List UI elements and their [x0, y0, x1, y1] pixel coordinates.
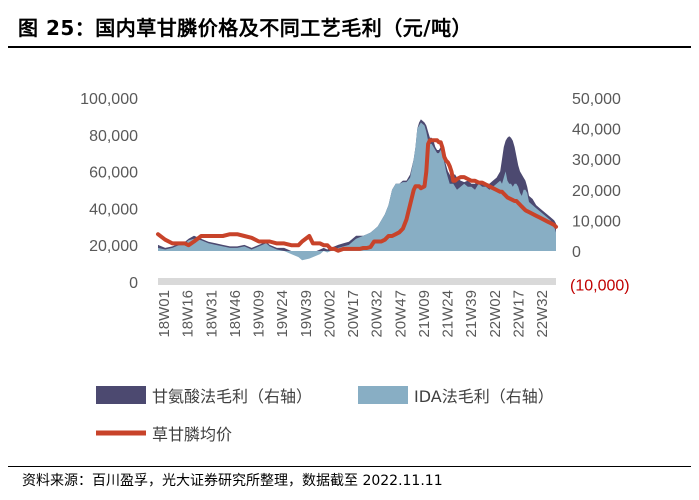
x-axis-tick: 18W46 [227, 290, 244, 338]
x-axis-tick: 19W09 [251, 290, 268, 338]
x-axis-tick: 18W31 [203, 290, 220, 338]
figure-title: 图 25：国内草甘膦价格及不同工艺毛利（元/吨） [18, 16, 473, 40]
x-axis-tick: 18W16 [180, 290, 197, 338]
ida-margin-area [158, 122, 556, 261]
left-axis-tick: 80,000 [89, 128, 138, 145]
right-axis-tick: 40,000 [572, 122, 621, 139]
x-axis-tick: 20W47 [392, 290, 409, 338]
x-axis-tick: 22W32 [534, 290, 551, 338]
right-axis-tick: 10,000 [572, 213, 621, 230]
price-line [156, 138, 558, 253]
x-axis-tick: 21W24 [440, 290, 457, 338]
right-axis-tick: (10,000) [570, 278, 630, 295]
chart: 0 20,000 40,000 60,000 80,000 100,000 (10,000… [80, 91, 630, 444]
legend-price-label: 草甘膦均价 [152, 425, 232, 444]
zero-baseline-band [158, 278, 556, 285]
left-axis-tick: 0 [129, 275, 138, 292]
legend-price: 草甘膦均价 [96, 425, 232, 444]
right-axis-tick: 0 [572, 244, 581, 261]
x-axis-tick: 20W02 [321, 290, 338, 338]
x-axis-tick: 19W39 [298, 290, 315, 338]
left-axis-tick: 40,000 [89, 201, 138, 218]
title-underline [8, 46, 691, 48]
source-note: 资料来源：百川盈孚，光大证券研究所整理，数据截至 2022.11.11 [22, 473, 443, 489]
left-axis-tick: 100,000 [80, 91, 138, 108]
legend-ida-swatch [358, 386, 408, 404]
left-axis-tick: 60,000 [89, 165, 138, 182]
x-axis-tick: 22W02 [487, 290, 504, 338]
right-axis-tick: 20,000 [572, 183, 621, 200]
legend-glycine-swatch [96, 386, 146, 404]
x-axis-tick: 19W24 [274, 290, 291, 338]
legend-glycine: 甘氨酸法毛利（右轴） [96, 386, 312, 406]
right-axis-tick: 50,000 [572, 91, 621, 108]
right-axis-tick: 30,000 [572, 152, 621, 169]
x-axis-tick: 21W39 [463, 290, 480, 338]
x-axis-tick: 21W09 [416, 290, 433, 338]
left-axis-tick: 20,000 [89, 238, 138, 255]
x-axis-tick: 20W17 [345, 290, 362, 338]
legend-glycine-label: 甘氨酸法毛利（右轴） [152, 387, 312, 406]
x-axis-tick: 18W01 [156, 290, 173, 338]
legend-ida: IDA法毛利（右轴） [358, 386, 554, 406]
x-axis-tick: 20W32 [369, 290, 386, 338]
legend-ida-label: IDA法毛利（右轴） [414, 387, 554, 406]
footer-rule [8, 466, 691, 467]
x-axis-tick: 22W17 [510, 290, 527, 338]
